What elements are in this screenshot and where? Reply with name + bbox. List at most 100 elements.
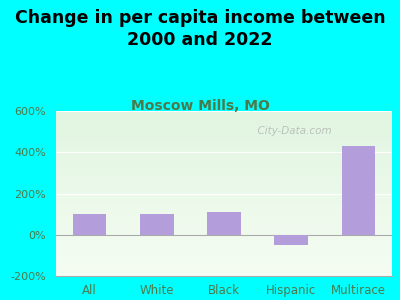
Bar bbox=[56, 265, 392, 266]
Bar bbox=[56, 129, 392, 131]
Text: Moscow Mills, MO: Moscow Mills, MO bbox=[130, 99, 270, 113]
Bar bbox=[56, 258, 392, 260]
Bar bbox=[56, 261, 392, 263]
Bar bbox=[56, 142, 392, 144]
Text: Change in per capita income between
2000 and 2022: Change in per capita income between 2000… bbox=[15, 9, 385, 49]
Bar bbox=[56, 154, 392, 155]
Bar bbox=[56, 233, 392, 235]
Bar bbox=[56, 208, 392, 210]
Bar bbox=[56, 274, 392, 276]
Bar bbox=[56, 160, 392, 162]
Bar bbox=[56, 194, 392, 195]
Bar bbox=[56, 195, 392, 197]
Bar bbox=[56, 238, 392, 240]
Bar bbox=[56, 162, 392, 164]
Bar bbox=[56, 137, 392, 139]
Bar bbox=[342, 146, 375, 235]
Bar bbox=[56, 228, 392, 230]
Bar bbox=[56, 116, 392, 118]
Bar bbox=[56, 213, 392, 215]
Bar bbox=[56, 266, 392, 268]
Bar bbox=[56, 203, 392, 205]
Bar bbox=[56, 271, 392, 273]
Bar bbox=[56, 235, 392, 236]
Bar bbox=[56, 221, 392, 223]
Bar bbox=[56, 159, 392, 160]
Bar bbox=[56, 207, 392, 208]
Bar bbox=[56, 141, 392, 142]
Bar bbox=[56, 240, 392, 241]
Bar bbox=[56, 225, 392, 226]
Bar bbox=[56, 218, 392, 220]
Bar bbox=[56, 185, 392, 187]
Bar bbox=[56, 121, 392, 122]
Bar bbox=[56, 136, 392, 137]
Bar bbox=[56, 164, 392, 165]
Bar bbox=[56, 250, 392, 251]
Bar bbox=[56, 174, 392, 175]
Bar bbox=[56, 232, 392, 233]
Bar bbox=[56, 192, 392, 194]
Bar bbox=[56, 157, 392, 159]
Bar bbox=[56, 128, 392, 129]
Bar bbox=[56, 180, 392, 182]
Bar bbox=[56, 175, 392, 177]
Bar bbox=[56, 119, 392, 121]
Bar bbox=[56, 167, 392, 169]
Bar bbox=[56, 243, 392, 245]
Bar bbox=[56, 260, 392, 261]
Bar bbox=[56, 269, 392, 271]
Bar bbox=[56, 187, 392, 188]
Bar bbox=[56, 268, 392, 269]
Bar bbox=[56, 178, 392, 180]
Bar bbox=[56, 112, 392, 114]
Bar bbox=[56, 114, 392, 116]
Bar bbox=[56, 197, 392, 199]
Bar bbox=[56, 147, 392, 149]
Text: City-Data.com: City-Data.com bbox=[251, 126, 332, 136]
Bar bbox=[56, 132, 392, 134]
Bar bbox=[56, 273, 392, 274]
Bar bbox=[56, 226, 392, 228]
Bar bbox=[56, 151, 392, 152]
Bar bbox=[274, 235, 308, 245]
Bar bbox=[56, 155, 392, 157]
Bar bbox=[207, 212, 241, 235]
Bar bbox=[56, 165, 392, 167]
Bar bbox=[56, 210, 392, 212]
Bar bbox=[56, 118, 392, 119]
Bar bbox=[56, 241, 392, 243]
Bar bbox=[56, 263, 392, 265]
Bar bbox=[56, 215, 392, 217]
Bar bbox=[56, 182, 392, 184]
Bar bbox=[56, 256, 392, 258]
Bar bbox=[140, 214, 174, 235]
Bar bbox=[56, 111, 392, 112]
Bar bbox=[56, 169, 392, 170]
Bar bbox=[56, 254, 392, 256]
Bar bbox=[56, 245, 392, 246]
Bar bbox=[56, 199, 392, 200]
Bar bbox=[56, 152, 392, 154]
Bar bbox=[56, 236, 392, 238]
Bar bbox=[56, 205, 392, 207]
Bar bbox=[56, 253, 392, 254]
Bar bbox=[56, 170, 392, 172]
Bar bbox=[56, 212, 392, 213]
Bar bbox=[56, 124, 392, 126]
Bar bbox=[56, 202, 392, 203]
Bar bbox=[56, 251, 392, 253]
Bar bbox=[56, 139, 392, 141]
Bar bbox=[56, 190, 392, 192]
Bar bbox=[56, 144, 392, 146]
Bar bbox=[56, 248, 392, 250]
Bar bbox=[56, 200, 392, 202]
Bar bbox=[56, 220, 392, 221]
Bar bbox=[56, 134, 392, 136]
Bar bbox=[56, 131, 392, 132]
Bar bbox=[56, 149, 392, 151]
Bar bbox=[56, 177, 392, 178]
Bar bbox=[56, 217, 392, 218]
Bar bbox=[56, 172, 392, 174]
Bar bbox=[56, 122, 392, 124]
